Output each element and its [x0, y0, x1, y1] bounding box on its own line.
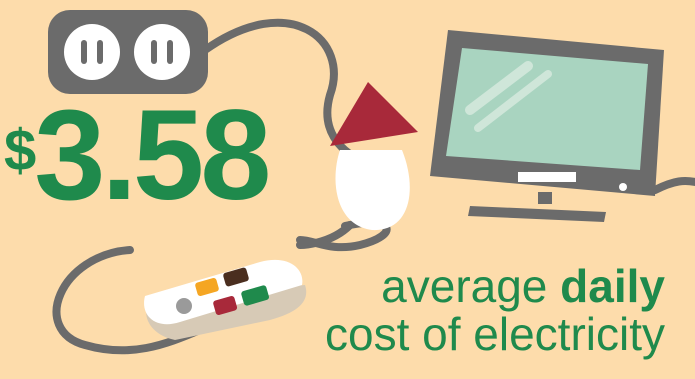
currency-symbol: $ — [4, 118, 36, 183]
power-strip-icon — [48, 10, 208, 94]
caption-line-2: cost of electricity — [325, 308, 665, 361]
lamp-icon — [330, 82, 418, 231]
cost-amount: 3.58 — [34, 84, 271, 227]
remote-control-icon — [144, 259, 307, 340]
television-icon — [430, 30, 664, 222]
caption-word-average: average — [381, 260, 548, 312]
daily-cost-value: $3.58 — [4, 92, 271, 220]
caption-word-daily: daily — [560, 260, 665, 312]
caption-line-1: average daily — [305, 262, 665, 310]
cost-caption: average daily cost of electricity — [305, 262, 665, 359]
